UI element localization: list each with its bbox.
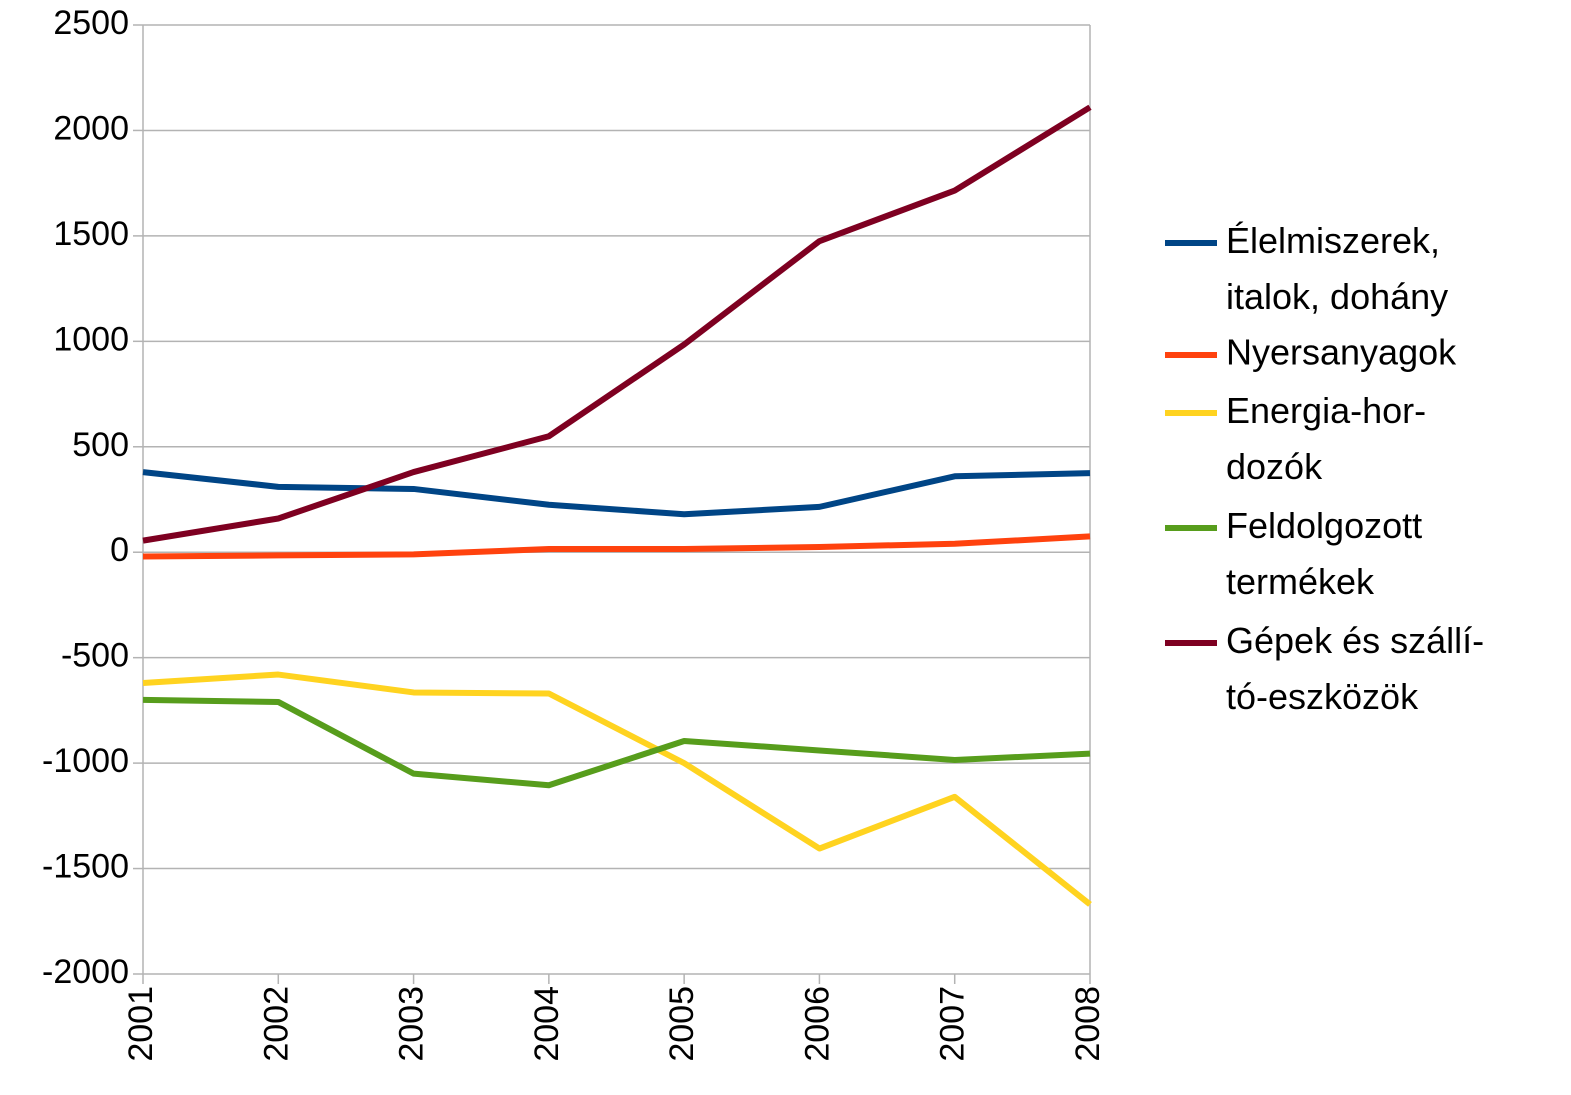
y-tick-label: -1500 <box>42 848 129 886</box>
y-tick-label: 1500 <box>53 215 129 253</box>
legend-label: Feldolgozott termékek <box>1226 505 1422 602</box>
y-tick-label: 2500 <box>53 4 129 42</box>
y-tick-label: 0 <box>110 531 129 569</box>
x-tick-label: 2001 <box>122 986 160 1062</box>
series-line <box>142 533 1091 560</box>
series-line <box>142 696 1091 789</box>
y-tick-label: 1000 <box>53 320 129 358</box>
legend-label: Nyersanyagok <box>1226 332 1457 373</box>
y-tick-label: -2000 <box>42 953 129 991</box>
series-line <box>142 671 1092 907</box>
legend-label: Gépek és szállí-tó-eszközök <box>1226 620 1484 717</box>
y-tick-label: 500 <box>72 426 129 464</box>
y-tick-label: -500 <box>61 637 129 675</box>
series-line <box>142 469 1091 518</box>
series-line <box>142 104 1092 544</box>
y-tick-label: -1000 <box>42 742 129 780</box>
x-tick-label: 2008 <box>1069 986 1107 1062</box>
x-tick-label: 2003 <box>393 986 431 1062</box>
y-tick-label: 2000 <box>53 109 129 147</box>
x-tick-label: 2006 <box>798 986 836 1062</box>
x-tick-label: 2004 <box>528 986 566 1062</box>
legend-label: Élelmiszerek, italok, dohány <box>1226 220 1448 317</box>
x-tick-label: 2005 <box>663 986 701 1062</box>
x-tick-label: 2002 <box>257 986 295 1062</box>
x-tick-label: 2007 <box>934 986 972 1062</box>
legend-label: Energia-hor-dozók <box>1226 390 1426 487</box>
